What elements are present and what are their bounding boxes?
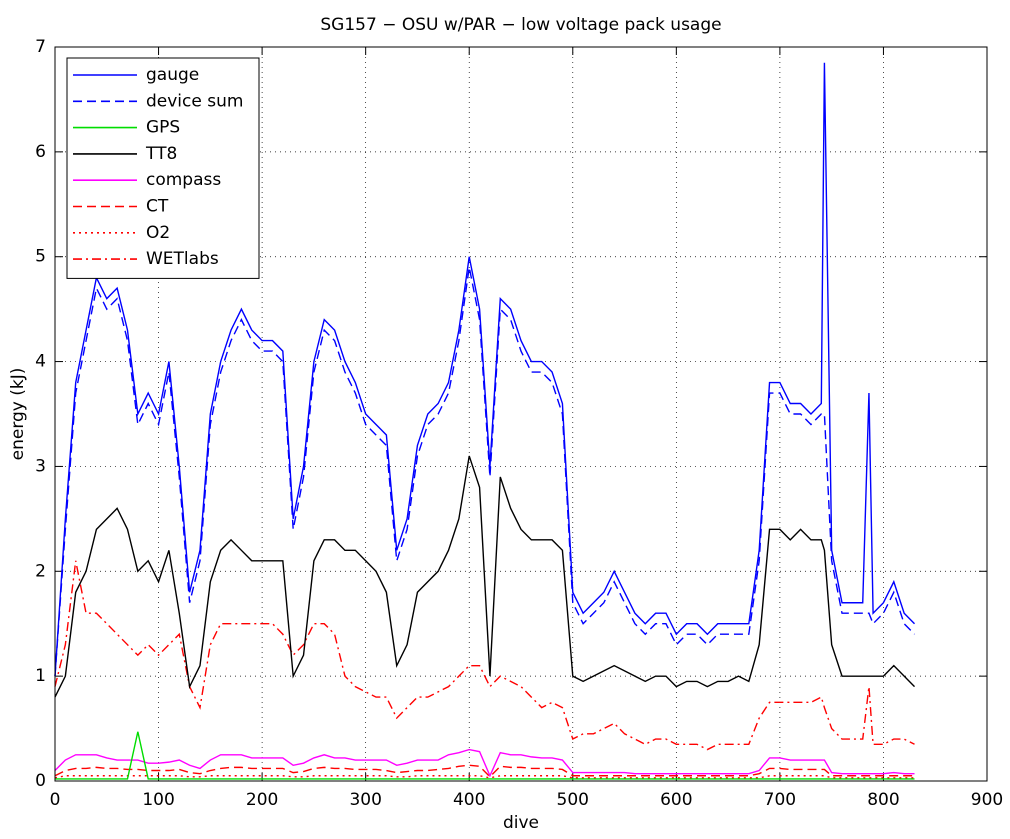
legend-label: compass: [146, 170, 221, 190]
x-tick-label: 300: [349, 790, 381, 810]
legend-box: [66, 57, 260, 279]
legend-label: O2: [146, 223, 170, 243]
plot-frame: [54, 46, 988, 782]
x-axis-label: dive: [503, 813, 539, 833]
x-tick-label: 600: [660, 790, 692, 810]
y-tick-label: 4: [35, 352, 46, 372]
x-tick-label: 500: [557, 790, 589, 810]
y-tick-label: 0: [35, 771, 46, 791]
legend-label: WETlabs: [146, 249, 219, 269]
legend-label: GPS: [146, 118, 180, 138]
legend-label: CT: [146, 197, 169, 217]
legend-label: device sum: [146, 91, 243, 111]
y-tick-label: 5: [35, 247, 46, 267]
legend-label: TT8: [145, 144, 177, 164]
series-line: [54, 267, 916, 677]
chart-title: SG157 − OSU w/PAR − low voltage pack usa…: [320, 15, 721, 35]
series-line: [54, 455, 916, 698]
series-line: [54, 62, 916, 677]
series-line: [54, 764, 915, 778]
y-axis-label: energy (kJ): [8, 368, 28, 461]
x-tick-label: 800: [867, 790, 899, 810]
x-tick-label: 100: [142, 790, 174, 810]
series-line: [55, 731, 915, 780]
x-tick-label: 400: [453, 790, 485, 810]
series-line: [54, 560, 915, 751]
x-tick-label: 900: [971, 790, 1003, 810]
y-tick-label: 2: [35, 561, 46, 581]
y-tick-label: 3: [35, 456, 46, 476]
y-tick-label: 1: [35, 666, 46, 686]
x-tick-label: 700: [764, 790, 796, 810]
x-tick-label: 200: [246, 790, 278, 810]
y-tick-label: 7: [35, 37, 46, 57]
x-tick-label: 0: [50, 790, 61, 810]
series-line: [54, 748, 915, 778]
legend-label: gauge: [146, 65, 199, 85]
y-tick-label: 6: [35, 142, 46, 162]
